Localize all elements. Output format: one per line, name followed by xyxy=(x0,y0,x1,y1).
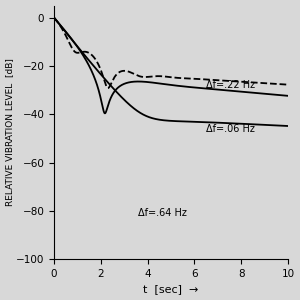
Y-axis label: RELATIVE VIBRATION LEVEL  [dB]: RELATIVE VIBRATION LEVEL [dB] xyxy=(6,58,15,206)
X-axis label: t  [sec]  →: t [sec] → xyxy=(143,284,199,294)
Text: Δf=.06 Hz: Δf=.06 Hz xyxy=(206,124,255,134)
Text: Δf=.64 Hz: Δf=.64 Hz xyxy=(138,208,187,218)
Text: Δf=.22 Hz: Δf=.22 Hz xyxy=(206,80,255,90)
